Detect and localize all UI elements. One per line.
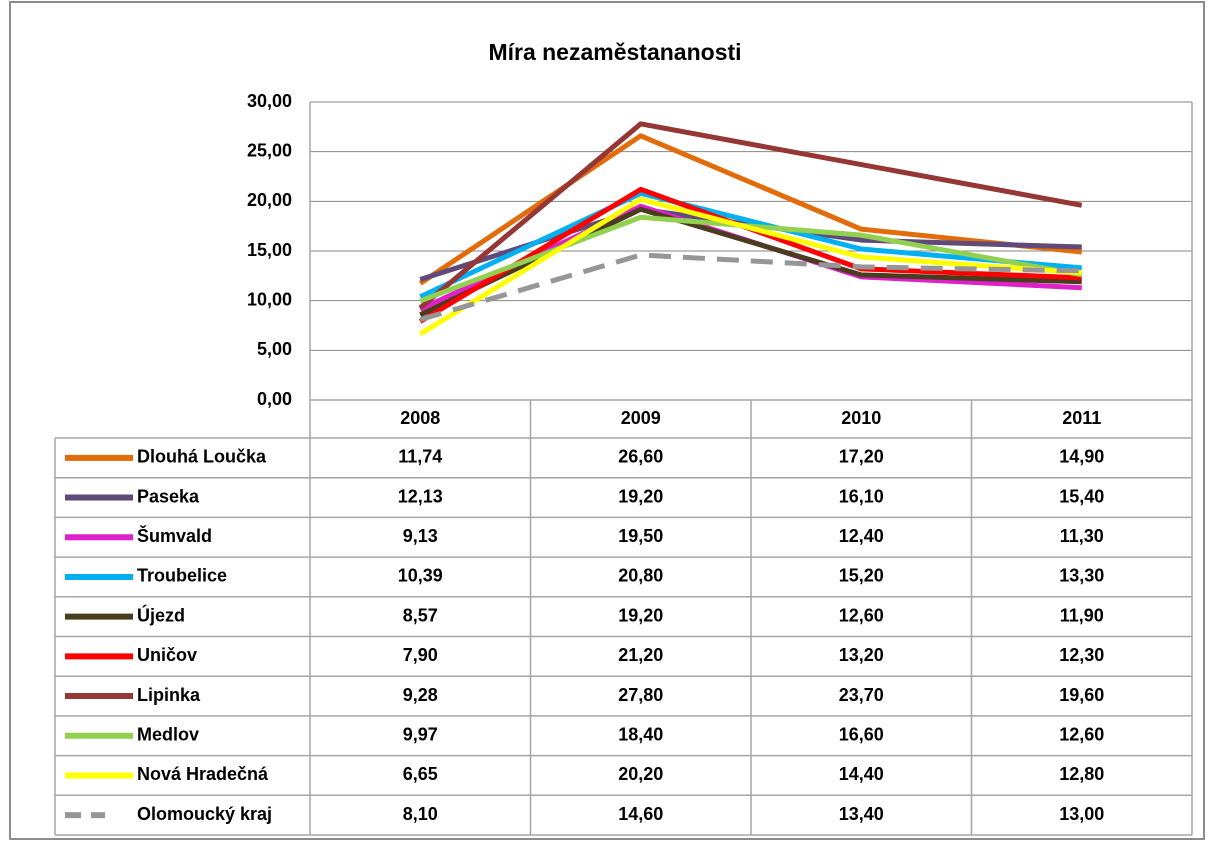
data-label: 12,80	[1059, 764, 1104, 784]
legend-label: Medlov	[137, 725, 199, 745]
data-label: 14,90	[1059, 447, 1104, 467]
y-tick-label: 30,00	[247, 91, 292, 111]
data-label: 9,97	[403, 725, 438, 745]
chart-title: Míra nezaměstananosti	[488, 39, 741, 65]
y-tick-label: 15,00	[247, 240, 292, 260]
legend-label: Újezd	[137, 604, 185, 625]
data-label: 11,90	[1060, 605, 1104, 625]
legend-label: Uničov	[137, 645, 197, 665]
data-label: 9,13	[403, 526, 438, 546]
data-label: 11,74	[398, 447, 442, 467]
legend-label: Paseka	[137, 486, 200, 506]
data-label: 12,40	[839, 526, 884, 546]
y-tick-label: 0,00	[257, 389, 292, 409]
series-line	[419, 190, 1082, 300]
legend-label: Olomoucký kraj	[137, 804, 272, 824]
data-label: 13,40	[839, 804, 884, 824]
data-label: 13,30	[1059, 566, 1104, 586]
data-label: 23,70	[839, 685, 884, 705]
x-tick-label: 2010	[841, 408, 881, 428]
legend-label: Šumvald	[137, 525, 212, 546]
y-tick-label: 10,00	[247, 289, 292, 309]
series-line	[418, 196, 1082, 337]
data-label: 7,90	[403, 645, 438, 665]
data-label: 17,20	[839, 447, 884, 467]
data-label: 6,65	[403, 764, 438, 784]
data-label: 11,30	[1060, 526, 1104, 546]
y-tick-label: 20,00	[247, 190, 292, 210]
data-label: 8,10	[403, 804, 438, 824]
data-label: 19,60	[1059, 685, 1104, 705]
y-tick-label: 25,00	[247, 140, 292, 160]
x-tick-label: 2008	[400, 408, 440, 428]
data-label: 9,28	[403, 685, 438, 705]
series-line	[418, 133, 1083, 286]
data-label: 26,60	[618, 447, 663, 467]
data-label: 12,60	[839, 605, 884, 625]
series-line	[419, 206, 1082, 318]
data-label: 10,39	[398, 566, 443, 586]
data-label: 21,20	[618, 645, 663, 665]
data-label: 16,60	[839, 725, 884, 745]
data-label: 14,40	[839, 764, 884, 784]
data-label: 18,40	[618, 725, 663, 745]
data-label: 12,30	[1059, 645, 1104, 665]
data-label: 14,60	[618, 804, 663, 824]
legend-label: Dlouhá Loučka	[137, 447, 267, 467]
chart-border	[9, 1, 1205, 840]
data-label: 20,80	[618, 566, 663, 586]
data-label: 15,40	[1059, 486, 1104, 506]
series-line	[419, 252, 1082, 322]
data-label: 19,20	[618, 486, 663, 506]
x-tick-label: 2011	[1062, 408, 1101, 428]
data-label: 16,10	[839, 486, 884, 506]
x-tick-label: 2009	[621, 408, 661, 428]
data-label: 13,00	[1059, 804, 1104, 824]
data-label: 15,20	[839, 566, 884, 586]
data-label: 27,80	[618, 685, 663, 705]
legend-label: Nová Hradečná	[137, 764, 269, 784]
data-label: 19,50	[618, 526, 663, 546]
y-tick-label: 5,00	[257, 339, 292, 359]
data-label: 12,13	[398, 486, 443, 506]
data-label: 13,20	[839, 645, 884, 665]
data-label: 8,57	[403, 605, 438, 625]
legend-label: Lipinka	[137, 685, 201, 705]
data-label: 20,20	[618, 764, 663, 784]
series-line	[418, 121, 1083, 310]
legend-label: Troubelice	[137, 566, 227, 586]
data-label: 12,60	[1059, 725, 1104, 745]
data-label: 19,20	[618, 605, 663, 625]
